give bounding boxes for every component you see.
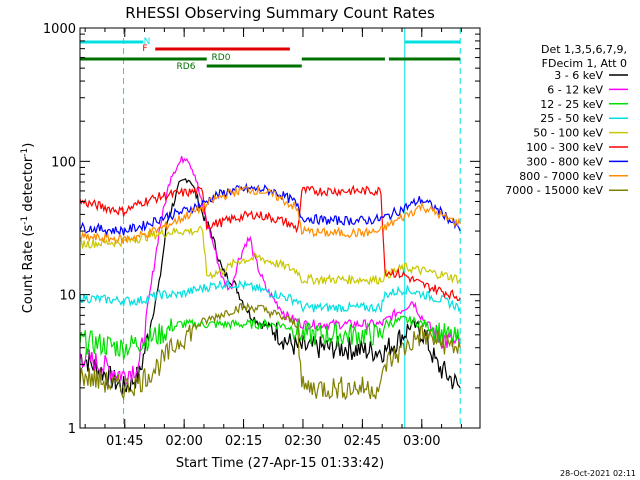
legend-label: 300 - 800 keV: [526, 155, 603, 168]
series-line-1: [79, 155, 461, 386]
x-tick-label: 02:30: [284, 434, 321, 449]
legend-header: Det 1,3,5,6,7,9,: [541, 43, 627, 56]
legend-label: 3 - 6 keV: [554, 69, 603, 82]
timestamp: 28-Oct-2021 02:11: [560, 469, 636, 478]
legend: Det 1,3,5,6,7,9,FDecim 1, Att 03 - 6 keV…: [505, 43, 628, 197]
y-axis-label-sup1: -1: [20, 216, 30, 225]
x-tick-label: 02:15: [225, 434, 262, 449]
legend-label: 100 - 300 keV: [526, 141, 603, 154]
plot-frame: [79, 27, 481, 429]
series-line-4: [79, 225, 461, 287]
flag-label-n: N: [144, 37, 151, 47]
legend-header: FDecim 1, Att 0: [542, 57, 627, 70]
y-axis-label-end: ): [21, 143, 36, 148]
legend-label: 12 - 25 keV: [540, 98, 603, 111]
series-line-2: [79, 315, 461, 360]
plot-area: [79, 28, 461, 428]
x-tick-label: 01:45: [106, 434, 143, 449]
flag-bars: NF RD0 RD6: [80, 37, 461, 72]
y-axis-label-sup2: -1: [20, 148, 30, 157]
legend-label: 25 - 50 keV: [540, 112, 603, 125]
series-line-3: [79, 277, 461, 314]
x-tick-label: 03:00: [403, 434, 440, 449]
legend-label: 6 - 12 keV: [547, 83, 603, 96]
y-axis-label-mid: detector: [21, 156, 36, 216]
y-tick-label: 10: [59, 289, 76, 304]
y-axis-label-main: Count Rate (s: [21, 225, 36, 314]
x-tick-label: 02:00: [165, 434, 202, 449]
legend-label: 800 - 7000 keV: [519, 170, 603, 183]
series-line-8: [79, 302, 461, 401]
series-line-7: [79, 184, 461, 245]
y-tick-label: 100: [51, 155, 76, 170]
chart-title: RHESSI Observing Summary Count Rates: [125, 4, 435, 22]
series-line-6: [79, 182, 461, 237]
flag-label-rd0: RD0: [212, 53, 231, 63]
series-line-5: [79, 184, 461, 302]
flag-label-rd6: RD6: [177, 62, 196, 72]
legend-label: 50 - 100 keV: [533, 127, 603, 140]
y-tick-label: 1000: [43, 22, 76, 37]
x-axis-label: Start Time (27-Apr-15 01:33:42): [176, 456, 384, 471]
y-axis-label: Count Rate (s-1 detector-1): [20, 143, 36, 314]
x-tick-label: 02:45: [344, 434, 381, 449]
legend-label: 7000 - 15000 keV: [505, 184, 603, 197]
axes: 1 10 100 1000 01:45 02:00 02:15 02:30 02:45 03:00: [43, 22, 481, 449]
flag-label-f: F: [142, 44, 147, 54]
y-tick-label: 1: [68, 422, 76, 437]
